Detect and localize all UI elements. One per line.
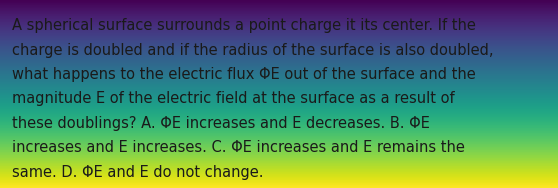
Text: charge is doubled and if the radius of the surface is also doubled,: charge is doubled and if the radius of t…	[12, 42, 493, 58]
Text: increases and E increases. C. ΦE increases and E remains the: increases and E increases. C. ΦE increas…	[12, 140, 465, 155]
Text: what happens to the electric flux ΦE out of the surface and the: what happens to the electric flux ΦE out…	[12, 67, 476, 82]
Text: A spherical surface surrounds a point charge it its center. If the: A spherical surface surrounds a point ch…	[12, 18, 476, 33]
Text: magnitude E of the electric field at the surface as a result of: magnitude E of the electric field at the…	[12, 92, 455, 106]
Text: same. D. ΦE and E do not change.: same. D. ΦE and E do not change.	[12, 165, 263, 180]
Text: these doublings? A. ΦE increases and E decreases. B. ΦE: these doublings? A. ΦE increases and E d…	[12, 116, 430, 131]
